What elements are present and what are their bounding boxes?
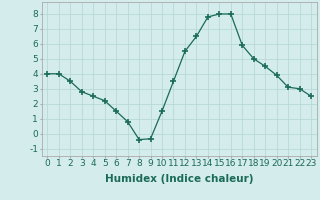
X-axis label: Humidex (Indice chaleur): Humidex (Indice chaleur) — [105, 174, 253, 184]
